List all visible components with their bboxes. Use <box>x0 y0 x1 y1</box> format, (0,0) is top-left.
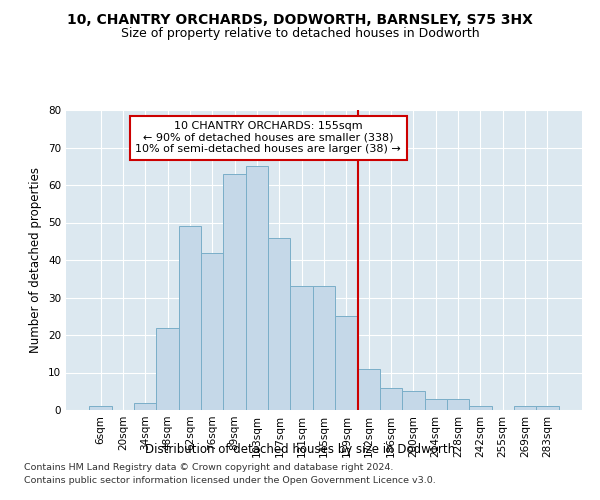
Bar <box>380 388 402 410</box>
Bar <box>201 252 223 410</box>
Bar <box>358 369 380 410</box>
Text: Contains HM Land Registry data © Crown copyright and database right 2024.: Contains HM Land Registry data © Crown c… <box>24 464 394 472</box>
Text: Distribution of detached houses by size in Dodworth: Distribution of detached houses by size … <box>145 442 455 456</box>
Bar <box>402 391 425 410</box>
Bar <box>179 226 201 410</box>
Bar <box>157 328 179 410</box>
Bar <box>514 406 536 410</box>
Bar <box>290 286 313 410</box>
Text: Size of property relative to detached houses in Dodworth: Size of property relative to detached ho… <box>121 28 479 40</box>
Bar <box>246 166 268 410</box>
Bar <box>89 406 112 410</box>
Y-axis label: Number of detached properties: Number of detached properties <box>29 167 43 353</box>
Text: 10, CHANTRY ORCHARDS, DODWORTH, BARNSLEY, S75 3HX: 10, CHANTRY ORCHARDS, DODWORTH, BARNSLEY… <box>67 12 533 26</box>
Text: Contains public sector information licensed under the Open Government Licence v3: Contains public sector information licen… <box>24 476 436 485</box>
Bar <box>335 316 358 410</box>
Text: 10 CHANTRY ORCHARDS: 155sqm
← 90% of detached houses are smaller (338)
10% of se: 10 CHANTRY ORCHARDS: 155sqm ← 90% of det… <box>135 121 401 154</box>
Bar <box>268 238 290 410</box>
Bar <box>425 399 447 410</box>
Bar <box>447 399 469 410</box>
Bar <box>134 402 157 410</box>
Bar <box>313 286 335 410</box>
Bar <box>223 174 246 410</box>
Bar <box>536 406 559 410</box>
Bar <box>469 406 491 410</box>
